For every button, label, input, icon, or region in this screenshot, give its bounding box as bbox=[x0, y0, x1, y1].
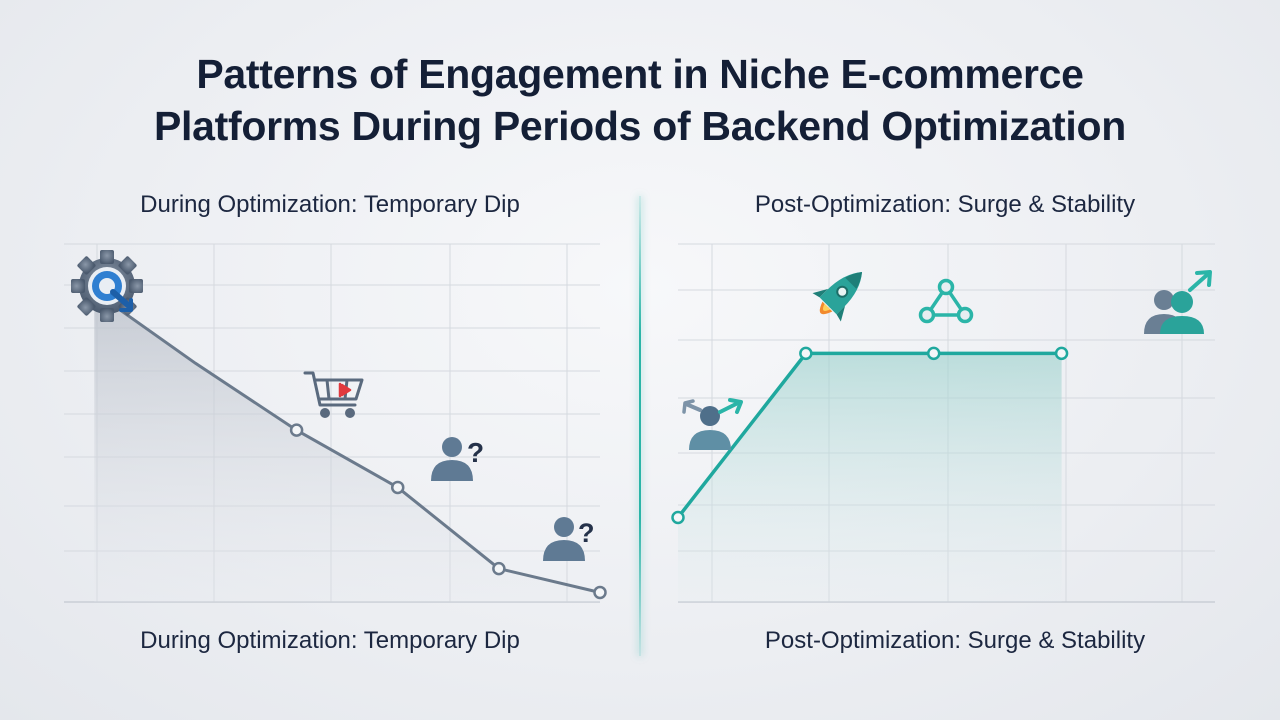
data-point bbox=[289, 423, 304, 437]
dip-chart: ? ? bbox=[64, 243, 607, 603]
dip-chart-line bbox=[93, 290, 601, 594]
left-panel-title: During Optimization: Temporary Dip bbox=[140, 191, 520, 218]
shopping-cart-icon bbox=[303, 371, 364, 418]
data-point bbox=[799, 346, 813, 361]
surge-chart-area bbox=[678, 353, 1062, 602]
rocket-icon bbox=[812, 271, 863, 322]
user-growth-icon bbox=[1144, 270, 1212, 334]
confused-user-icon: ? bbox=[431, 437, 484, 481]
left-panel-caption: During Optimization: Temporary Dip bbox=[140, 627, 520, 654]
surge-chart bbox=[671, 243, 1215, 603]
page-title-line-1: Patterns of Engagement in Niche E-commer… bbox=[196, 51, 1084, 97]
right-panel-title: Post-Optimization: Surge & Stability bbox=[754, 191, 1136, 218]
gear-icon bbox=[71, 250, 143, 322]
data-point bbox=[593, 585, 607, 600]
svg-text:?: ? bbox=[578, 518, 595, 548]
panel-divider bbox=[639, 196, 641, 656]
svg-text:?: ? bbox=[467, 437, 484, 468]
dip-chart-points bbox=[289, 423, 607, 600]
data-point bbox=[1054, 346, 1069, 361]
surge-chart-points bbox=[671, 346, 1069, 525]
right-panel-caption: Post-Optimization: Surge & Stability bbox=[764, 627, 1146, 654]
surge-chart-line bbox=[676, 351, 1062, 519]
page-title-line-2: Platforms During Periods of Backend Opti… bbox=[153, 103, 1126, 149]
data-point bbox=[390, 480, 405, 495]
data-point bbox=[492, 561, 506, 576]
page-title: Patterns of Engagement in Niche E-commer… bbox=[0, 48, 1280, 152]
data-point bbox=[671, 510, 685, 525]
data-point bbox=[926, 346, 941, 361]
confused-user-icon: ? bbox=[543, 517, 595, 561]
dip-chart-area bbox=[94, 291, 601, 602]
user-outreach-icon bbox=[682, 398, 743, 450]
network-icon bbox=[918, 278, 974, 324]
